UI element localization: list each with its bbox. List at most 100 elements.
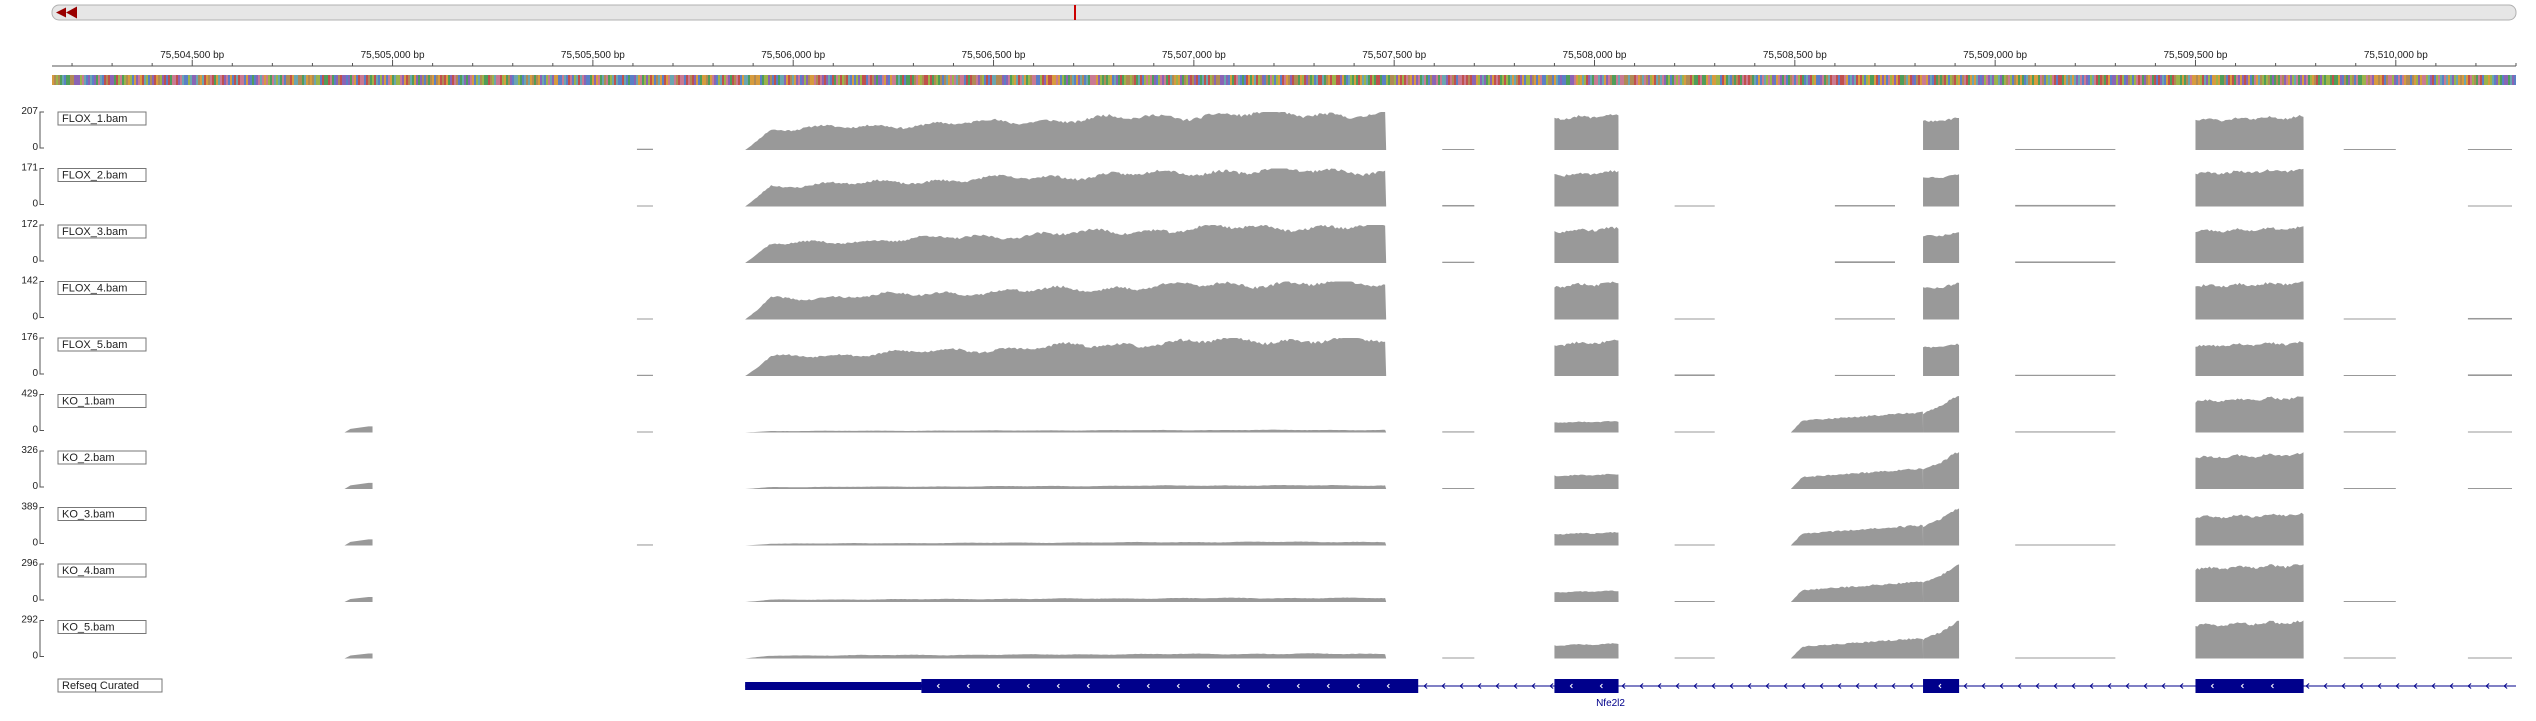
navigator-position-marker[interactable] (1074, 5, 1076, 20)
sequence-base (58, 75, 60, 85)
sequence-base (2154, 75, 2156, 85)
sequence-base (1616, 75, 1618, 85)
track-name-label[interactable]: KO_3.bam (62, 509, 115, 521)
coverage-track[interactable]: 292 0 KO_5.bam (21, 615, 2512, 662)
strand-arrow (1891, 683, 1896, 689)
double-left-arrow-icon[interactable] (56, 6, 77, 19)
sequence-base (1706, 75, 1708, 85)
sequence-base (866, 75, 868, 85)
coverage-exon (1923, 508, 1960, 546)
coverage-body (745, 168, 1387, 207)
track-name-box[interactable] (57, 507, 147, 521)
sequence-base (634, 75, 636, 85)
sequence-base (2452, 75, 2454, 85)
sequence-base (2446, 75, 2448, 85)
sequence-base (1128, 75, 1130, 85)
sequence-base (934, 75, 936, 85)
coverage-track[interactable]: 207 0 FLOX_1.bam (21, 106, 2512, 153)
coverage-track[interactable]: 429 0 KO_1.bam (21, 389, 2512, 436)
sequence-base (2080, 75, 2082, 85)
coverage-track[interactable]: 142 0 FLOX_4.bam (21, 276, 2512, 323)
sequence-base (1246, 75, 1248, 85)
gene-track-name-box[interactable] (57, 678, 163, 693)
sequence-base (2438, 75, 2440, 85)
sequence-base (1346, 75, 1348, 85)
coverage-body (745, 484, 1387, 489)
sequence-base (2162, 75, 2164, 85)
sequence-base (1042, 75, 1044, 85)
sequence-base (2004, 75, 2006, 85)
sequence-base (1278, 75, 1280, 85)
sequence-base (1162, 75, 1164, 85)
track-name-label[interactable]: KO_1.bam (62, 396, 115, 408)
navigator-track[interactable] (51, 4, 2517, 21)
sequence-base (1032, 75, 1034, 85)
sequence-base (1008, 75, 1010, 85)
sequence-base (2318, 75, 2320, 85)
sequence-base (1676, 75, 1678, 85)
track-name-box[interactable] (57, 620, 147, 634)
coverage-noise (1674, 374, 1715, 376)
track-name-box[interactable] (57, 168, 147, 182)
track-name-label[interactable]: FLOX_3.bam (62, 226, 127, 238)
gene-exon[interactable] (2195, 679, 2304, 693)
coverage-track[interactable]: 176 0 FLOX_5.bam (21, 332, 2512, 379)
sequence-base (358, 75, 360, 85)
track-name-box[interactable] (57, 563, 147, 578)
sequence-base (1480, 75, 1482, 85)
sequence-base (1384, 75, 1386, 85)
coverage-track[interactable]: 326 0 KO_2.bam (21, 445, 2512, 492)
sequence-base (1124, 75, 1126, 85)
track-name-label[interactable]: FLOX_2.bam (62, 170, 127, 182)
strand-arrow (2359, 683, 2364, 689)
track-name-label[interactable]: KO_4.bam (62, 565, 115, 577)
track-name-label[interactable]: KO_5.bam (62, 622, 115, 634)
sequence-base (1678, 75, 1680, 85)
gene-name-label[interactable]: Nfe2l2 (1596, 698, 1625, 709)
sequence-base (1738, 75, 1740, 85)
sequence-base (572, 75, 574, 85)
sequence-base (1322, 75, 1324, 85)
sequence-base (920, 75, 922, 85)
navigator-bar[interactable] (51, 4, 2517, 21)
coverage-noise (1442, 204, 1475, 207)
sequence-base (1720, 75, 1722, 85)
data-range-min: 0 (32, 538, 38, 549)
track-name-box[interactable] (57, 394, 147, 408)
gene-track-name-label[interactable]: Refseq Curated (62, 680, 139, 692)
track-name-box[interactable] (57, 111, 147, 126)
sequence-base (220, 75, 222, 85)
sequence-base (2008, 75, 2010, 85)
exon-strand-arrow (2210, 683, 2214, 689)
coverage-noise (1674, 318, 1715, 320)
coverage-track[interactable]: 171 0 FLOX_2.bam (21, 163, 2512, 210)
sequence-base (248, 75, 250, 85)
coverage-track[interactable]: 389 0 KO_3.bam (21, 502, 2304, 549)
track-name-label[interactable]: FLOX_1.bam (62, 113, 127, 125)
sequence-base (1364, 75, 1366, 85)
track-name-box[interactable] (57, 450, 147, 465)
sequence-base (250, 75, 252, 85)
sequence-base (2066, 75, 2068, 85)
sequence-base (958, 75, 960, 85)
sequence-base (1964, 75, 1966, 85)
coverage-exon (1554, 170, 1619, 207)
sequence-base (626, 75, 628, 85)
sequence-base (194, 75, 196, 85)
gene-exon[interactable] (1923, 679, 1960, 693)
track-name-label[interactable]: FLOX_4.bam (62, 283, 127, 295)
track-name-label[interactable]: FLOX_5.bam (62, 339, 127, 351)
gene-exon[interactable] (921, 679, 1419, 693)
track-name-box[interactable] (57, 224, 147, 239)
coverage-track[interactable]: 296 0 KO_4.bam (21, 558, 2396, 605)
sequence-base (690, 75, 692, 85)
track-name-box[interactable] (57, 337, 147, 352)
gene-exon[interactable] (1554, 679, 1619, 693)
sequence-base (912, 75, 914, 85)
sequence-base (724, 75, 726, 85)
coverage-track[interactable]: 172 0 FLOX_3.bam (21, 219, 2304, 266)
track-name-label[interactable]: KO_2.bam (62, 452, 115, 464)
sequence-base (80, 75, 82, 85)
sequence-base (1878, 75, 1880, 85)
track-name-box[interactable] (57, 281, 147, 295)
